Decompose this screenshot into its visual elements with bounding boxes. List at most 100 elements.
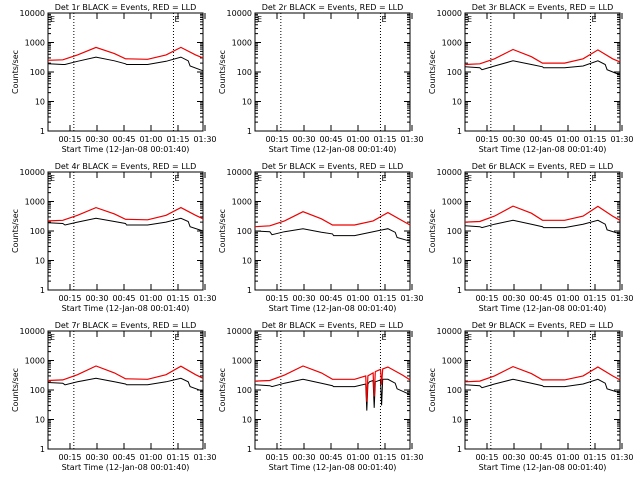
x-tick-label: 00:15 [265, 453, 288, 462]
x-tick-label: 01:15 [583, 453, 606, 462]
y-tick-label: 100 [30, 68, 45, 77]
series-line-events [47, 377, 204, 392]
chart-title: Det 1r BLACK = Events, RED = LLD [55, 3, 197, 12]
x-tick-label: 00:45 [112, 294, 135, 303]
y-tick-label: 10 [35, 257, 45, 266]
series-line-lld [47, 206, 204, 222]
y-tick-label: 10000 [20, 168, 45, 177]
y-tick-label: 10000 [227, 9, 252, 18]
plot-frame [47, 12, 204, 132]
chart-panel-7: Det 7r BLACK = Events, RED = LLD 1 10 100 10… [11, 321, 217, 472]
x-axis-label: Start Time (12-Jan-08 00:01:40) [269, 463, 397, 472]
chart-title: Det 7r BLACK = Events, RED = LLD [55, 321, 197, 330]
y-tick-label: 100 [237, 68, 252, 77]
x-tick-label: 01:00 [556, 135, 579, 144]
plot-frame [47, 330, 204, 450]
x-tick-label: 00:15 [58, 294, 81, 303]
y-axis-label: Counts/sec [428, 209, 437, 253]
marker-label: E [591, 15, 596, 24]
y-tick-label: 10000 [227, 327, 252, 336]
x-axis-label: Start Time (12-Jan-08 00:01:40) [479, 145, 607, 154]
x-tick-label: 01:00 [139, 453, 162, 462]
x-tick-label: 00:30 [502, 294, 525, 303]
series-line-lld [254, 365, 411, 402]
plot-frame [254, 330, 411, 450]
x-tick-label: 01:30 [400, 453, 423, 462]
x-tick-label: 01:00 [556, 294, 579, 303]
y-tick-label: 10000 [437, 168, 462, 177]
x-tick-label: 01:30 [193, 135, 216, 144]
marker-label: E [174, 333, 179, 342]
series-line-events [47, 56, 204, 72]
x-tick-label: 01:15 [583, 135, 606, 144]
y-tick-label: 1 [40, 286, 45, 295]
marker-label: E [381, 333, 386, 342]
x-tick-label: 00:15 [265, 294, 288, 303]
y-tick-label: 10 [452, 98, 462, 107]
marker-label: E [174, 174, 179, 183]
y-tick-label: 100 [447, 68, 462, 77]
series-line-events [254, 378, 411, 411]
chart-panel-9: Det 9r BLACK = Events, RED = LLD 1 10 100 10… [428, 321, 634, 472]
x-tick-label: 01:30 [400, 135, 423, 144]
series-line-events [464, 60, 621, 76]
series-line-lld [254, 211, 411, 228]
x-tick-label: 01:15 [166, 453, 189, 462]
series-line-lld [47, 46, 204, 61]
y-tick-label: 10 [242, 98, 252, 107]
x-tick-label: 00:30 [85, 294, 108, 303]
marker-label: E [50, 333, 55, 342]
x-tick-label: 00:45 [319, 135, 342, 144]
y-axis-label: Counts/sec [218, 50, 227, 94]
y-tick-label: 100 [447, 386, 462, 395]
y-tick-label: 100 [447, 227, 462, 236]
y-tick-label: 10 [452, 416, 462, 425]
x-tick-label: 00:30 [292, 135, 315, 144]
x-tick-label: 01:00 [346, 453, 369, 462]
y-axis-label: Counts/sec [218, 209, 227, 253]
x-tick-label: 00:30 [292, 453, 315, 462]
y-tick-label: 10000 [437, 327, 462, 336]
series-line-events [254, 228, 411, 242]
marker-label: E [591, 333, 596, 342]
x-tick-label: 00:45 [112, 453, 135, 462]
chart-title: Det 9r BLACK = Events, RED = LLD [472, 321, 614, 330]
plot-frame [254, 12, 411, 132]
x-tick-label: 00:30 [292, 294, 315, 303]
y-tick-label: 1000 [25, 357, 45, 366]
y-tick-label: 1000 [232, 39, 252, 48]
x-tick-label: 00:15 [475, 294, 498, 303]
x-tick-label: 01:15 [166, 135, 189, 144]
y-tick-label: 10 [242, 257, 252, 266]
chart-panel-5: Det 5r BLACK = Events, RED = LLD 1 10 100 10… [218, 162, 424, 313]
y-axis-label: Counts/sec [11, 209, 20, 253]
x-tick-label: 01:15 [373, 294, 396, 303]
x-tick-label: 01:15 [166, 294, 189, 303]
y-axis-label: Counts/sec [11, 368, 20, 412]
x-tick-label: 00:45 [112, 135, 135, 144]
y-tick-label: 100 [30, 227, 45, 236]
x-tick-label: 01:30 [610, 135, 633, 144]
marker-label: E [257, 15, 262, 24]
y-tick-label: 1000 [232, 357, 252, 366]
y-tick-label: 1000 [442, 39, 462, 48]
x-tick-label: 00:45 [529, 135, 552, 144]
y-tick-label: 1000 [25, 39, 45, 48]
chart-title: Det 2r BLACK = Events, RED = LLD [262, 3, 404, 12]
x-tick-label: 01:30 [610, 453, 633, 462]
y-tick-label: 1 [457, 127, 462, 136]
x-tick-label: 01:15 [583, 294, 606, 303]
series-line-events [47, 217, 204, 232]
x-tick-label: 00:30 [502, 453, 525, 462]
x-tick-label: 00:15 [475, 135, 498, 144]
marker-label: E [174, 15, 179, 24]
series-line-lld [464, 48, 621, 66]
y-axis-label: Counts/sec [428, 368, 437, 412]
plot-frame [464, 12, 621, 132]
x-tick-label: 00:15 [475, 453, 498, 462]
y-tick-label: 1000 [25, 198, 45, 207]
chart-title: Det 6r BLACK = Events, RED = LLD [472, 162, 614, 171]
x-tick-label: 00:15 [58, 135, 81, 144]
x-axis-label: Start Time (12-Jan-08 00:01:40) [62, 463, 190, 472]
